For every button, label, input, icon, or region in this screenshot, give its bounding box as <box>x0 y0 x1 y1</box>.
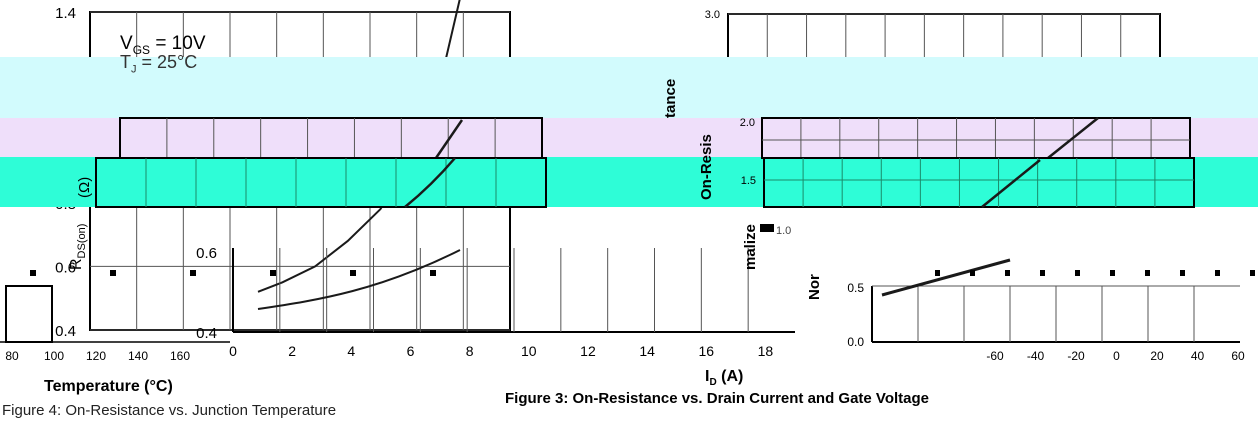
right-x-tick-label: -20 <box>1067 349 1085 363</box>
right-ylabel-fragment-3: malize <box>742 224 759 270</box>
left-x-tick-label: 4 <box>347 343 355 359</box>
left-tick-marker <box>190 270 196 276</box>
teal-left-curve <box>404 157 456 208</box>
left-x-tick-label: 2 <box>288 343 296 359</box>
teal-right-frame <box>763 157 1195 208</box>
left-tick-marker <box>270 270 276 276</box>
right-x-tick-label: 60 <box>1231 349 1245 363</box>
teal-left-frame <box>95 157 547 208</box>
right-legend-value: 1.0 <box>776 225 792 237</box>
figure3-caption: Figure 3: On-Resistance vs. Drain Curren… <box>505 390 929 407</box>
figure4-caption: Figure 4: On-Resistance vs. Junction Tem… <box>2 402 337 419</box>
temp-x-tick-label: 140 <box>128 349 148 363</box>
lavender-left-frame <box>119 117 543 159</box>
left-x-tick-label: 10 <box>521 343 537 359</box>
right-y-tick-label: 3.0 <box>705 9 720 21</box>
teal-right-curve <box>981 159 1041 208</box>
right-tick-marker <box>1215 270 1220 276</box>
lavender-right-curve <box>1047 117 1099 159</box>
right-x-tick-label: 0 <box>1113 349 1120 363</box>
right-tick-marker <box>1075 270 1080 276</box>
right-y-tick-label: 0.5 <box>847 281 864 295</box>
right-y-tick-label: 1.5 <box>741 175 756 187</box>
left-x-tick-label: 0 <box>229 343 237 359</box>
left-tick-marker <box>30 270 36 276</box>
right-tick-marker <box>1250 270 1255 276</box>
left-y-tick-label: 0.6 <box>55 259 76 276</box>
left-tick-marker <box>430 270 436 276</box>
lower-right-curve <box>881 258 1011 297</box>
left-x-tick-label: 18 <box>758 343 774 359</box>
tj-annotation: TJ = 25°C <box>120 52 198 76</box>
left-y-tick-label: 0.6 <box>196 245 217 262</box>
right-x-tick-label: -40 <box>1027 349 1045 363</box>
right-tick-marker <box>1005 270 1010 276</box>
vgs-annotation: VGS = 10V <box>120 33 206 57</box>
lavender-left-curve <box>434 119 464 159</box>
right-x-tick-label: -60 <box>986 349 1004 363</box>
right-y-tick-label: 0.0 <box>847 335 864 349</box>
temp-x-tick-label: 100 <box>44 349 64 363</box>
right-y-tick-label: 2.0 <box>740 117 755 129</box>
left-y-tick-label: 1.4 <box>55 5 76 22</box>
temp-x-tick-label: 80 <box>5 349 19 363</box>
right-ylabel-fragment-2: On-Resis <box>698 134 715 200</box>
left-tick-marker <box>350 270 356 276</box>
cyan-band <box>0 57 1258 119</box>
right-ylabel-fragment-1: tance <box>662 78 679 118</box>
right-legend-swatch <box>760 224 774 232</box>
temperature-xlabel: Temperature (°C) <box>44 378 173 395</box>
right-tick-marker <box>970 270 975 276</box>
left-y-tick-label: 0.4 <box>196 325 217 342</box>
lavender-band <box>0 118 1258 158</box>
right-tick-marker <box>1180 270 1185 276</box>
right-tick-marker <box>1145 270 1150 276</box>
lower-left-curve <box>257 249 461 310</box>
left-y-tick-label: 0.4 <box>55 323 76 340</box>
temp-frag-frame <box>5 285 53 343</box>
right-x-tick-label: 40 <box>1191 349 1205 363</box>
right-ylabel-fragment-4: Nor <box>806 274 823 300</box>
right-x-tick-label: 20 <box>1150 349 1164 363</box>
left-ylabel: RDS(on) <box>68 223 89 270</box>
left-x-tick-label: 14 <box>639 343 655 359</box>
temp-x-tick-label: 160 <box>170 349 190 363</box>
right-tick-marker <box>1040 270 1045 276</box>
temp-x-tick-label: 120 <box>86 349 106 363</box>
left-tick-marker <box>110 270 116 276</box>
left-x-tick-label: 12 <box>580 343 596 359</box>
right-tick-marker <box>935 270 940 276</box>
right-tick-marker <box>1110 270 1115 276</box>
left-x-tick-label: 16 <box>698 343 714 359</box>
left-x-tick-label: 8 <box>466 343 474 359</box>
left-x-tick-label: 6 <box>407 343 415 359</box>
left-ylabel-unit: (Ω) <box>76 176 93 198</box>
left-xlabel: ID (A) <box>705 368 744 389</box>
teal-band <box>0 157 1258 207</box>
lavender-right-frame <box>761 117 1191 159</box>
